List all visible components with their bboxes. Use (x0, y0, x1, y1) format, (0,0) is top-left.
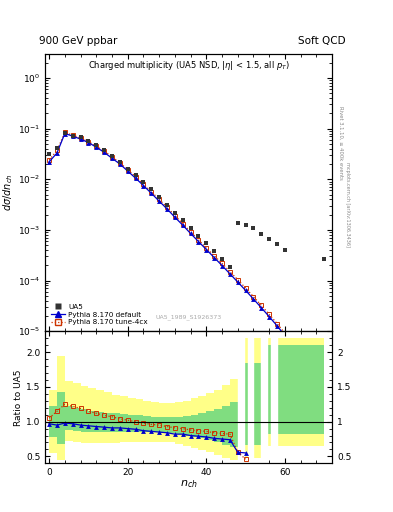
Point (172, 208, 178, 217)
Y-axis label: Ratio to UA5: Ratio to UA5 (14, 369, 23, 425)
Point (132, 171, 139, 179)
Bar (271, 331, 277, 463)
Point (321, 254, 327, 263)
Point (266, 236, 272, 244)
Text: 900 GeV ppbar: 900 GeV ppbar (39, 36, 118, 46)
Point (187, 224, 194, 232)
Bar (238, 331, 244, 463)
Point (195, 231, 202, 240)
Point (62, 129, 68, 137)
Point (109, 152, 115, 160)
Point (227, 263, 233, 271)
Point (274, 240, 280, 248)
Text: UA5_1989_S1926373: UA5_1989_S1926373 (156, 314, 222, 320)
Point (219, 254, 225, 263)
Point (164, 201, 170, 209)
Legend: UA5, Pythia 8.170 default, Pythia 8.170 tune-4cx: UA5, Pythia 8.170 default, Pythia 8.170 … (49, 302, 150, 328)
Bar (261, 331, 267, 463)
Point (46, 150, 52, 158)
Point (93, 141, 99, 150)
Text: mcplots.cern.ch [arXiv:1306.3436]: mcplots.cern.ch [arXiv:1306.3436] (345, 162, 350, 247)
Text: Rivet 3.1.10, ≥ 400k events: Rivet 3.1.10, ≥ 400k events (338, 106, 343, 180)
X-axis label: $n_{ch}$: $n_{ch}$ (180, 479, 198, 490)
Point (77, 133, 84, 141)
Point (250, 224, 257, 232)
Point (117, 158, 123, 166)
Point (85, 137, 92, 145)
Bar (248, 331, 253, 463)
Y-axis label: $d\sigma/dn_{ch}$: $d\sigma/dn_{ch}$ (1, 174, 15, 211)
Point (211, 247, 217, 255)
Point (242, 221, 249, 229)
Point (156, 193, 162, 201)
Text: Charged multiplicity (UA5 NSD, $|\eta|$ < 1.5, all $p_T$): Charged multiplicity (UA5 NSD, $|\eta|$ … (88, 59, 290, 72)
Point (180, 216, 186, 224)
Point (101, 146, 107, 155)
Point (54, 143, 60, 152)
Point (203, 240, 209, 248)
Point (125, 165, 131, 173)
Point (235, 219, 241, 227)
Point (140, 178, 147, 186)
Point (70, 132, 76, 140)
Text: Soft QCD: Soft QCD (298, 36, 346, 46)
Point (258, 230, 264, 239)
Point (148, 185, 154, 194)
Point (282, 246, 288, 254)
